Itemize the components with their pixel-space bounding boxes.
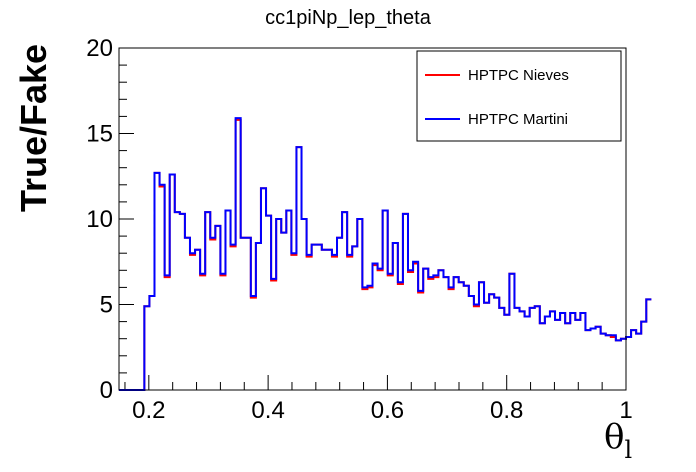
y-tick-label: 10	[86, 206, 113, 233]
legend: HPTPC Nieves HPTPC Martini	[416, 50, 622, 142]
x-tick-label: 0.8	[490, 397, 523, 424]
series-line-hptpc-martini	[119, 117, 652, 391]
x-tick-label: 0.6	[371, 397, 404, 424]
plot-frame	[118, 47, 627, 391]
x-tick-label: 0.2	[132, 397, 165, 424]
legend-label-nieves: HPTPC Nieves	[468, 67, 569, 84]
x-axis-label: θl	[604, 417, 632, 464]
y-tick-label: 20	[86, 35, 113, 62]
chart-title: cc1piNp_lep_theta	[265, 7, 432, 29]
x-tick-label: 0.4	[251, 397, 284, 424]
y-axis-label: True/Fake	[13, 44, 54, 212]
series-line-hptpc-nieves	[119, 118, 652, 391]
series-lines	[119, 117, 652, 391]
x-axis-label-sub: l	[624, 436, 632, 464]
x-axis-label-main: θ	[604, 417, 624, 457]
legend-box	[416, 50, 622, 142]
legend-label-martini: HPTPC Martini	[468, 111, 568, 128]
y-tick-label: 0	[100, 377, 113, 404]
y-tick-label: 15	[86, 121, 113, 148]
y-tick-label: 5	[100, 292, 113, 319]
x-tick-label: 1	[619, 397, 632, 424]
axes: 0 5 10 15 20 0.2 0.4 0.6 0.8 1	[86, 35, 632, 424]
